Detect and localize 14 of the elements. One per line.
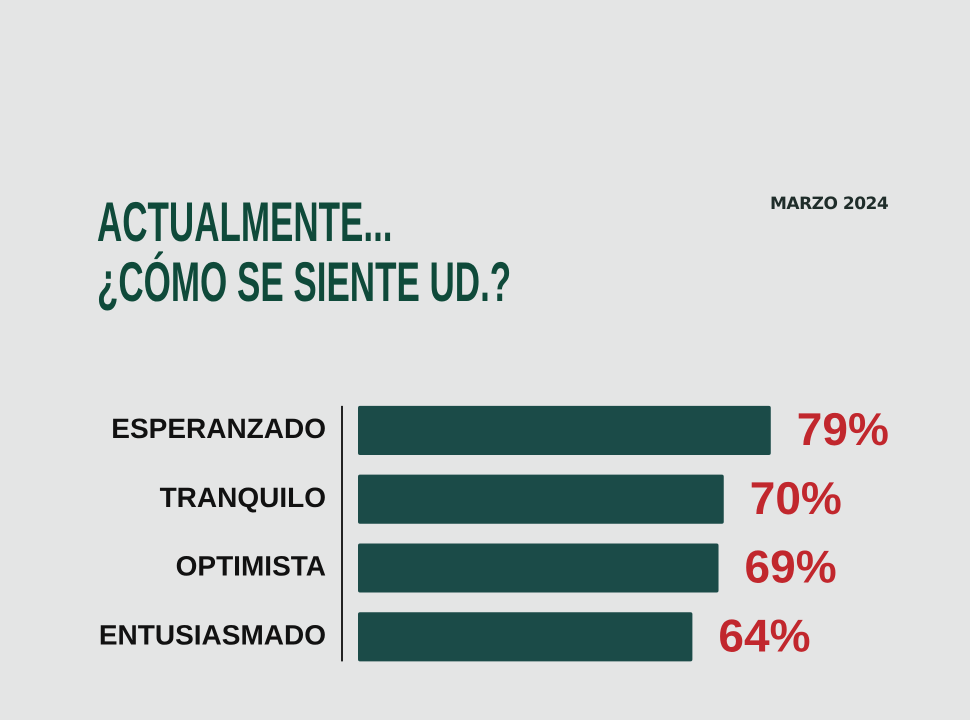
data-label: 70% (750, 472, 842, 524)
data-label: 79% (796, 403, 889, 456)
data-label: 69% (744, 540, 837, 593)
data-label: 64% (718, 609, 810, 662)
bar (358, 406, 771, 455)
y-tick-label: OPTIMISTA (176, 550, 326, 582)
chart-title: ACTUALMENTE... ¿CÓMO SE SIENTE UD.? (97, 190, 512, 313)
y-tick-label: TRANQUILO (160, 482, 326, 513)
text: MARZO 2024 (770, 194, 888, 214)
y-tick-label: ESPERANZADO (111, 413, 326, 444)
bar (358, 543, 719, 593)
bar (358, 612, 692, 662)
bar (358, 474, 724, 524)
y-tick-label: ENTUSIASMADO (98, 620, 326, 651)
